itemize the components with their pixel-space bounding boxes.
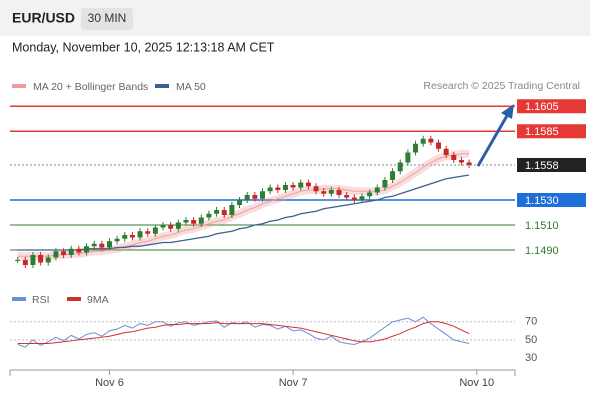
candle [405, 152, 411, 163]
candle [175, 222, 181, 229]
forecast-arrow [476, 113, 510, 167]
candle [390, 171, 396, 180]
interval[interactable]: 30 MIN [88, 11, 127, 25]
candle [191, 220, 197, 224]
candle [122, 235, 128, 239]
candle [451, 155, 457, 160]
legend-swatch [12, 84, 26, 88]
candle [15, 260, 21, 261]
level-label: 1.1558 [525, 160, 559, 172]
candle [106, 241, 112, 248]
candle [458, 160, 464, 163]
candle [252, 195, 258, 199]
candle [45, 257, 51, 263]
legend-swatch [12, 297, 26, 301]
candle [229, 205, 235, 215]
candle [321, 191, 327, 194]
candle [428, 138, 434, 143]
legend-label: 9MA [87, 294, 109, 306]
candle [137, 231, 143, 238]
candle [145, 231, 151, 234]
candle [114, 238, 120, 242]
symbol: EUR/USD [12, 10, 75, 26]
legend-label: MA 50 [176, 81, 206, 93]
level-label: 1.1530 [525, 195, 559, 207]
candle [260, 191, 265, 199]
candle [53, 251, 59, 258]
candle [168, 225, 174, 229]
x-tick-label: Nov 6 [95, 377, 124, 389]
candle [30, 255, 36, 265]
legend-label: MA 20 + Bollinger Bands [33, 81, 148, 93]
level-label: 1.1605 [525, 101, 559, 113]
timestamp: Monday, November 10, 2025 12:13:18 AM CE… [12, 40, 275, 54]
level-label: 1.1510 [525, 220, 559, 232]
level-label: 1.1585 [525, 126, 559, 138]
candle [129, 235, 135, 238]
level-box [517, 193, 586, 207]
series-line [17, 316, 470, 348]
x-tick-label: Nov 7 [279, 377, 308, 389]
candle [275, 187, 281, 190]
level-box [517, 99, 586, 114]
candle [374, 187, 380, 193]
candle [38, 255, 44, 263]
level-box [517, 158, 586, 172]
candle [397, 162, 403, 172]
legend-label: RSI [32, 294, 50, 306]
candle [214, 210, 220, 214]
interval-button[interactable] [81, 8, 133, 30]
candle [466, 162, 472, 165]
candle [435, 142, 441, 149]
level-label: 1.1490 [525, 245, 559, 257]
candle [152, 227, 158, 234]
series-line [17, 321, 470, 345]
candle [76, 248, 82, 253]
candle [206, 213, 212, 218]
candle [359, 196, 365, 200]
legend-swatch [155, 84, 169, 88]
candle [290, 185, 296, 188]
candle [305, 182, 311, 187]
candle [84, 246, 90, 253]
candle [198, 217, 204, 224]
candle [183, 220, 189, 223]
candle [22, 260, 28, 265]
candle [160, 225, 166, 228]
candle [61, 251, 67, 255]
candle [420, 138, 426, 144]
candle [313, 186, 319, 192]
candle [99, 243, 105, 248]
y-tick-label: 50 [525, 334, 537, 346]
series-line [17, 153, 470, 257]
arrow-head [501, 104, 514, 119]
candle [413, 143, 419, 153]
candle [328, 190, 334, 194]
candle [382, 180, 388, 188]
level-box [517, 124, 586, 139]
candle [221, 210, 227, 215]
series-line [17, 174, 470, 251]
x-tick-label: Nov 10 [459, 377, 494, 389]
candle [367, 192, 373, 197]
candle [336, 190, 342, 195]
credit: Research © 2025 Trading Central [423, 80, 580, 92]
candle [68, 248, 74, 255]
y-tick-label: 30 [525, 352, 537, 364]
legend-swatch [67, 297, 81, 301]
candle [237, 200, 243, 205]
candle [244, 195, 250, 200]
y-tick-label: 70 [525, 316, 537, 328]
candle [351, 197, 357, 200]
candle [344, 195, 350, 198]
candle [282, 185, 288, 190]
candle [267, 187, 273, 192]
candle [298, 182, 304, 188]
candle [91, 243, 97, 247]
candle [443, 148, 449, 155]
